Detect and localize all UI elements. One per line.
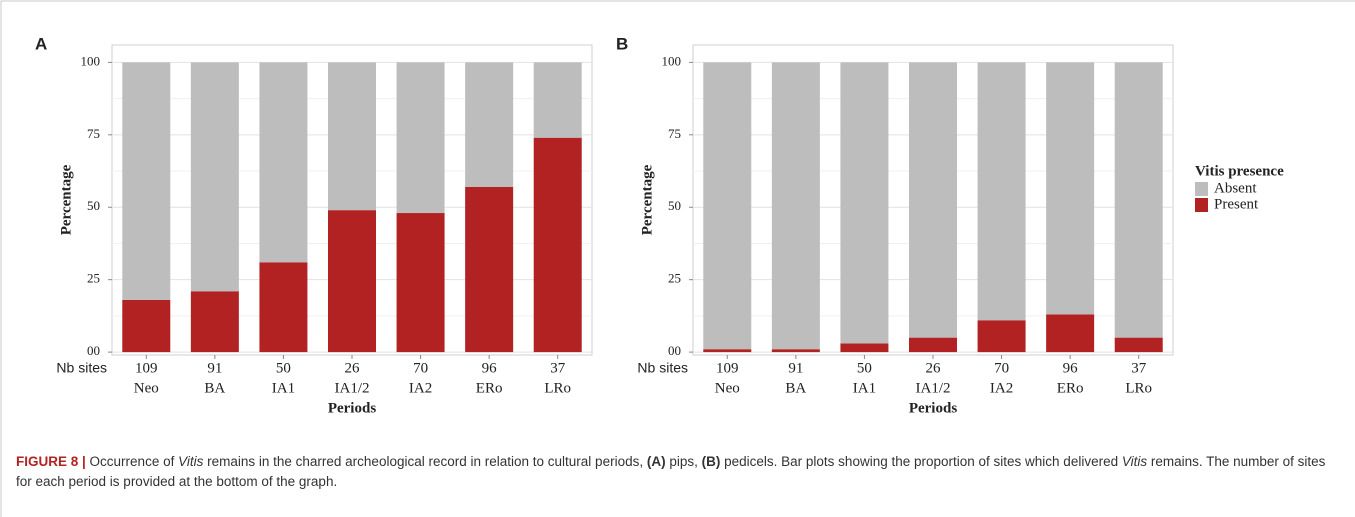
legend-label: Present [1214, 196, 1259, 212]
caption-text: (B) [701, 454, 721, 469]
count-label: 96 [482, 360, 498, 376]
y-tick-label: 75 [668, 126, 681, 141]
y-axis-label: Percentage [58, 164, 74, 235]
row-label: Nb sites [56, 360, 107, 376]
bar-segment [977, 320, 1026, 353]
x-tick-label: LRo [544, 380, 571, 396]
y-tick-label: 00 [668, 343, 681, 358]
count-label: 109 [716, 360, 739, 376]
bar-segment [328, 62, 376, 211]
count-label: 37 [550, 360, 566, 376]
bar-segment [703, 62, 752, 350]
bar-segment [703, 349, 752, 353]
bar-segment [1046, 314, 1095, 353]
x-tick-label: ERo [1057, 380, 1084, 396]
bar-segment [977, 62, 1026, 321]
caption-text: remains. The number of sites for each pe… [16, 454, 1326, 489]
bar-segment [259, 62, 308, 263]
caption-text: (A) [646, 454, 666, 469]
legend-swatch [1195, 182, 1208, 196]
caption-text: Vitis [178, 454, 204, 469]
count-label: 91 [788, 360, 803, 376]
count-label: 50 [857, 360, 872, 376]
count-label: 26 [926, 360, 942, 376]
bar-segment [396, 213, 445, 353]
x-axis-label: Periods [328, 400, 376, 416]
count-label: 50 [276, 360, 291, 376]
x-tick-label: Neo [134, 380, 159, 396]
bar-segment [533, 137, 582, 353]
bar-segment [909, 337, 957, 353]
count-label: 91 [207, 360, 222, 376]
caption-text: remains in the charred archeological rec… [203, 454, 647, 469]
y-tick-label: 25 [87, 271, 100, 286]
bar-segment [909, 62, 957, 338]
y-tick-label: 50 [87, 198, 100, 213]
x-axis-label: Periods [909, 400, 957, 416]
bar-segment [328, 210, 376, 353]
count-label: 37 [1131, 360, 1147, 376]
bar-segment [840, 62, 889, 344]
y-tick-label: 75 [87, 126, 100, 141]
legend-swatch [1195, 198, 1208, 212]
x-tick-label: IA1/2 [335, 380, 370, 396]
y-tick-label: 100 [81, 53, 101, 68]
x-tick-label: IA2 [409, 380, 432, 396]
caption-text: Occurrence of [85, 454, 179, 469]
caption-text: pedicels. Bar plots showing the proporti… [720, 454, 1122, 469]
x-tick-label: IA1 [272, 380, 295, 396]
bar-segment [259, 262, 308, 353]
x-tick-label: LRo [1125, 380, 1152, 396]
x-tick-label: BA [204, 380, 225, 396]
bar-segment [190, 62, 239, 292]
row-label: Nb sites [637, 360, 688, 376]
caption-lead: FIGURE 8 | [16, 454, 86, 469]
caption-text: pips, [665, 454, 702, 469]
panel-label: B [616, 34, 628, 53]
count-label: 109 [135, 360, 158, 376]
bar-segment [465, 186, 514, 353]
x-tick-label: IA1/2 [916, 380, 951, 396]
bar-segment [1046, 62, 1095, 315]
y-tick-label: 100 [662, 53, 682, 68]
y-tick-label: 50 [668, 198, 681, 213]
bar-segment [122, 299, 171, 353]
x-tick-label: IA1 [853, 380, 876, 396]
x-tick-label: IA2 [990, 380, 1013, 396]
x-tick-label: ERo [476, 380, 503, 396]
legend-label: Absent [1214, 180, 1257, 196]
bar-segment [1114, 337, 1163, 353]
count-label: 70 [994, 360, 1009, 376]
bar-segment [771, 349, 820, 353]
x-tick-label: Neo [715, 380, 740, 396]
bar-segment [1114, 62, 1163, 338]
legend-title: Vitis presence [1195, 163, 1284, 179]
bar-segment [122, 62, 171, 300]
bar-segment [840, 343, 889, 353]
count-label: 26 [345, 360, 361, 376]
y-tick-label: 25 [668, 271, 681, 286]
bar-segment [465, 62, 514, 187]
count-label: 70 [413, 360, 428, 376]
bar-segment [190, 291, 239, 353]
panel-label: A [35, 34, 47, 53]
y-tick-label: 00 [87, 343, 100, 358]
bar-segment [396, 62, 445, 214]
caption: FIGURE 8 | Occurrence of Vitis remains i… [16, 452, 1336, 492]
bar-segment [771, 62, 820, 350]
x-tick-label: BA [785, 380, 806, 396]
count-label: 96 [1063, 360, 1079, 376]
y-axis-label: Percentage [639, 164, 655, 235]
bar-segment [533, 62, 582, 138]
caption-text: Vitis [1121, 454, 1148, 469]
